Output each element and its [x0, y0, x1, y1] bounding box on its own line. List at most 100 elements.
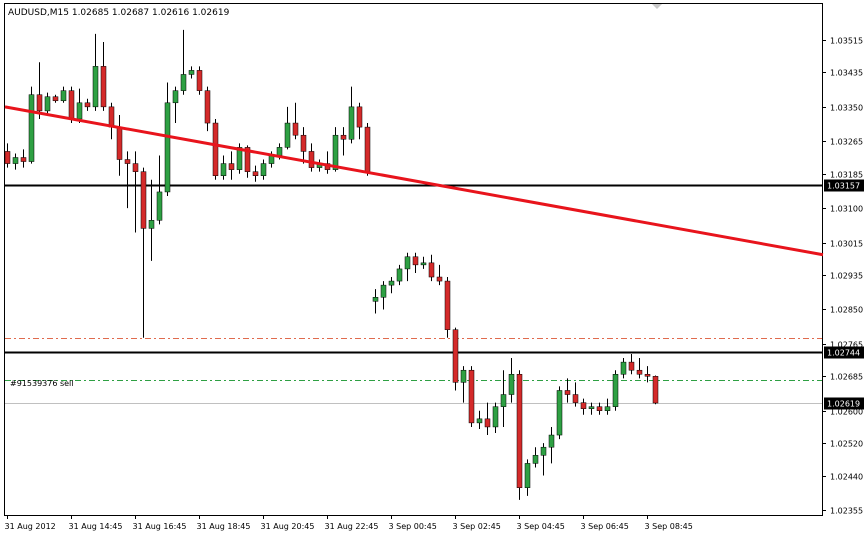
candle	[380, 281, 387, 310]
candle-body	[356, 106, 363, 128]
candle	[164, 82, 171, 196]
candle-body	[484, 418, 491, 428]
candle	[468, 366, 475, 427]
candle-body	[540, 446, 547, 456]
candle-body	[500, 394, 507, 407]
trendline[interactable]	[4, 105, 824, 257]
candle	[140, 167, 147, 338]
candle-body	[620, 361, 627, 375]
x-axis-tick-label: 31 Aug 22:45	[325, 522, 379, 531]
candle	[36, 62, 43, 120]
candle	[148, 179, 155, 261]
candle-body	[468, 369, 475, 424]
candle-body	[644, 374, 651, 377]
candle	[564, 378, 571, 403]
y-axis-tick-label: 1.02935	[830, 272, 863, 281]
candle-body	[652, 376, 659, 404]
candle-body	[52, 96, 59, 102]
candle-body	[292, 122, 299, 136]
candle-body	[204, 90, 211, 124]
candle-body	[140, 171, 147, 229]
candle	[92, 33, 99, 111]
candle-body	[300, 134, 307, 152]
candle	[44, 92, 51, 115]
candle-body	[564, 390, 571, 395]
order-label: #91539376 sell	[10, 379, 74, 388]
candle-body	[116, 126, 123, 160]
candle	[372, 289, 379, 314]
candle	[652, 375, 659, 405]
candle-body	[60, 90, 67, 102]
candle-body	[572, 394, 579, 403]
candle-body	[516, 374, 523, 488]
candle-body	[636, 369, 643, 375]
y-axis-tick-label: 1.03435	[830, 69, 863, 78]
candle	[284, 106, 291, 150]
candle-body	[172, 90, 179, 104]
candle-body	[396, 268, 403, 282]
candle	[228, 151, 235, 180]
candle	[84, 98, 91, 111]
candle	[436, 264, 443, 286]
candle	[532, 447, 539, 468]
candle-body	[460, 369, 467, 383]
candle	[124, 151, 131, 209]
candle	[412, 252, 419, 273]
candle	[572, 382, 579, 407]
candle	[460, 366, 467, 403]
price-tag-box	[824, 346, 864, 359]
candle	[516, 370, 523, 500]
candle	[60, 86, 67, 103]
x-axis-tick-label: 31 Aug 20:45	[261, 522, 315, 531]
candle	[444, 277, 451, 338]
candle-body	[308, 151, 315, 168]
candle	[100, 42, 107, 111]
x-axis-tick-label: 3 Sep 06:45	[581, 522, 629, 531]
x-axis-tick-label: 3 Sep 04:45	[517, 522, 565, 531]
candle	[388, 277, 395, 294]
candle-body	[196, 70, 203, 91]
candle	[204, 86, 211, 132]
price-tag-label: 1.03157	[827, 182, 860, 191]
x-axis-tick-label: 3 Sep 00:45	[389, 522, 437, 531]
candle-body	[100, 66, 107, 108]
candle	[348, 86, 355, 144]
scroll-shift-marker-icon[interactable]	[652, 4, 662, 9]
candle	[628, 354, 635, 375]
candle-body	[532, 455, 539, 464]
x-axis-tick-label: 31 Aug 18:45	[197, 522, 251, 531]
candle	[620, 358, 627, 379]
candle-body	[492, 406, 499, 428]
candle-body	[188, 70, 195, 75]
y-axis-tick-label: 1.03515	[830, 37, 863, 46]
candle-body	[92, 66, 99, 108]
candle-body	[420, 262, 427, 266]
candle-body	[284, 122, 291, 148]
candle-body	[340, 134, 347, 140]
candle-body	[588, 406, 595, 409]
candle	[308, 143, 315, 172]
candle-body	[20, 157, 27, 162]
symbol-header: AUDUSD,M15 1.02685 1.02687 1.02616 1.026…	[8, 8, 230, 18]
candle	[548, 426, 555, 464]
candle-body	[164, 102, 171, 193]
candle-body	[372, 297, 379, 302]
candle-body	[596, 406, 603, 411]
candle-body	[364, 126, 371, 172]
y-axis-tick-label: 1.03185	[830, 171, 863, 180]
candle	[588, 402, 595, 415]
price-tag-label: 1.02744	[827, 349, 860, 358]
candle-body	[108, 106, 115, 128]
y-axis-tick-label: 1.02685	[830, 373, 863, 382]
y-axis-tick-label: 1.03100	[830, 205, 863, 214]
candle-body	[244, 147, 251, 172]
y-axis-tick-label: 1.03265	[830, 138, 863, 147]
candle-body	[404, 256, 411, 270]
candle-body	[348, 106, 355, 140]
candle	[556, 386, 563, 440]
candle	[260, 159, 267, 180]
candle	[20, 149, 27, 168]
candle	[524, 459, 531, 496]
